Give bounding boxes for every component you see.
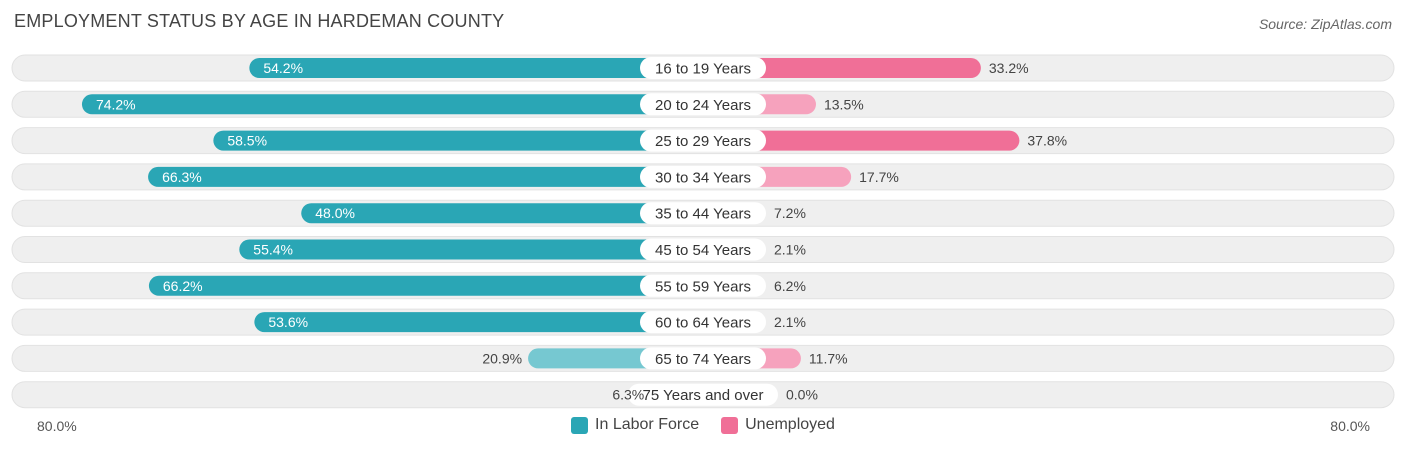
bar-labor-force (81, 94, 704, 115)
value-label-unemployed: 2.1% (774, 314, 806, 330)
bar-labor-force (301, 203, 703, 224)
chart-title: EMPLOYMENT STATUS BY AGE IN HARDEMAN COU… (14, 11, 505, 31)
category-label: 30 to 34 Years (655, 169, 751, 186)
bar-labor-force (249, 58, 703, 78)
value-label-labor-force: 20.9% (482, 350, 522, 366)
bar-labor-force (254, 312, 704, 333)
legend-swatch-labor-force (571, 416, 589, 434)
category-pill (628, 383, 778, 406)
value-label-unemployed: 17.7% (859, 169, 899, 185)
bar-unemployed (703, 58, 981, 78)
category-pill (640, 93, 766, 116)
category-label: 25 to 29 Years (655, 133, 751, 150)
value-label-labor-force: 55.4% (253, 242, 293, 258)
value-label-labor-force: 53.6% (268, 314, 308, 330)
legend-label-unemployed: Unemployed (745, 416, 835, 433)
value-label-unemployed: 0.0% (786, 387, 818, 403)
category-pill (640, 129, 766, 152)
category-label: 55 to 59 Years (655, 278, 751, 295)
value-label-labor-force: 74.2% (96, 96, 136, 112)
category-label: 35 to 44 Years (655, 206, 751, 223)
category-pill (640, 347, 766, 370)
value-label-labor-force: 66.2% (163, 278, 203, 294)
category-pill (640, 57, 766, 79)
category-label: 16 to 19 Years (655, 61, 751, 78)
axis-right-label: 80.0% (1330, 418, 1370, 434)
legend: In Labor Force Unemployed (0, 416, 1406, 434)
axis-left-label: 80.0% (37, 418, 77, 434)
value-label-unemployed: 37.8% (1027, 133, 1067, 149)
value-label-labor-force: 48.0% (315, 205, 355, 221)
legend-item-labor-force[interactable]: In Labor Force (571, 416, 699, 434)
value-label-unemployed: 2.1% (774, 242, 806, 258)
value-label-unemployed: 33.2% (989, 60, 1029, 76)
legend-label-labor-force: In Labor Force (595, 416, 700, 433)
category-label: 20 to 24 Years (655, 97, 751, 114)
value-label-unemployed: 6.2% (774, 278, 806, 294)
bar-labor-force (239, 239, 703, 260)
category-label: 60 to 64 Years (655, 315, 751, 332)
bar-labor-force (148, 275, 703, 296)
bar-labor-force (148, 166, 704, 187)
category-label: 65 to 74 Years (655, 351, 751, 368)
value-label-unemployed: 11.7% (809, 350, 848, 366)
category-pill (640, 202, 766, 225)
legend-swatch-unemployed (721, 416, 739, 434)
category-label: 45 to 54 Years (655, 242, 751, 259)
value-label-unemployed: 7.2% (774, 205, 806, 221)
legend-item-unemployed[interactable]: Unemployed (721, 416, 835, 434)
category-pill (640, 311, 766, 334)
value-label-unemployed: 13.5% (824, 96, 864, 112)
value-label-labor-force: 6.3% (612, 387, 644, 403)
category-pill (640, 274, 766, 297)
category-pill (640, 238, 766, 261)
category-pill (640, 165, 766, 188)
bar-labor-force (213, 130, 704, 151)
bar-unemployed (703, 130, 1020, 151)
value-label-labor-force: 58.5% (227, 133, 267, 149)
value-label-labor-force: 66.3% (162, 169, 202, 185)
value-label-labor-force: 54.2% (263, 60, 303, 76)
category-label: 75 Years and over (643, 387, 764, 404)
source-note: Source: ZipAtlas.com (1258, 16, 1392, 32)
